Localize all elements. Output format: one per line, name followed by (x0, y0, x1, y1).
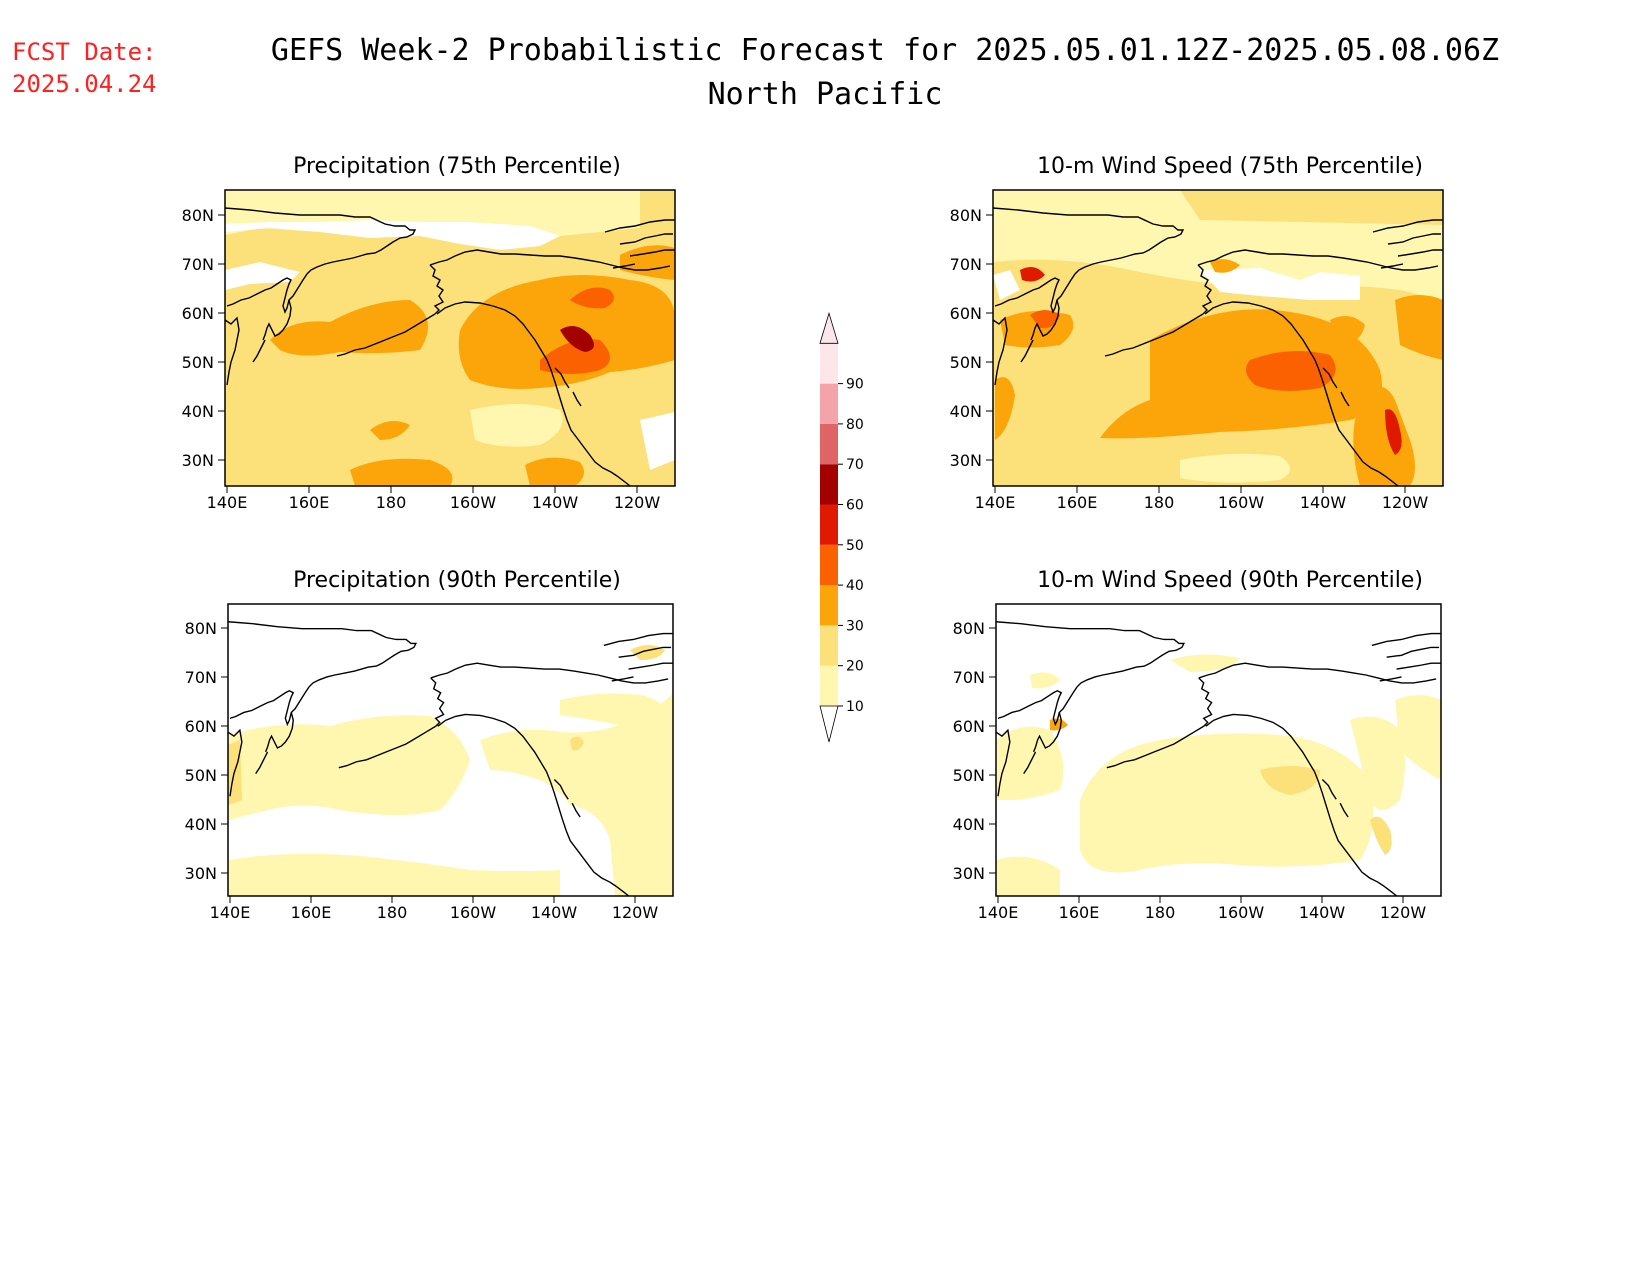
lon-label: 180 (1145, 903, 1176, 922)
colorbar-swatch (820, 585, 838, 626)
lat-axis: 80N 70N 60N 50N 40N 30N (953, 619, 996, 883)
lon-label: 140E (978, 903, 1019, 922)
lon-label: 160W (1218, 903, 1265, 922)
colorbar-bottom-arrow (819, 705, 839, 743)
lat-label: 50N (182, 353, 214, 372)
lon-label: 140W (1300, 493, 1347, 512)
lat-label: 70N (185, 668, 217, 687)
colorbar-label: 50 (846, 538, 864, 554)
lat-label: 50N (185, 766, 217, 785)
colorbar-label: 80 (846, 417, 864, 433)
map-frame (227, 603, 674, 897)
colorbar-label: 90 (846, 377, 864, 393)
wind-90-field (996, 604, 1441, 896)
lat-label: 50N (950, 353, 982, 372)
precip-75-field (225, 190, 675, 486)
panel-title-precip-75: Precipitation (75th Percentile) (293, 154, 621, 179)
panel-precip-75: Precipitation (75th Percentile) 80N 70N … (182, 154, 676, 512)
colorbar-label: 40 (846, 578, 864, 594)
lat-label: 30N (185, 864, 217, 883)
lon-label: 140E (975, 493, 1016, 512)
lon-label: 120W (614, 493, 661, 512)
lon-label: 140W (1299, 903, 1346, 922)
lat-label: 60N (950, 304, 982, 323)
colorbar-swatch (820, 625, 838, 666)
lat-label: 60N (182, 304, 214, 323)
lat-label: 60N (185, 717, 217, 736)
lon-label: 160W (450, 903, 497, 922)
colorbar-swatch (820, 343, 838, 384)
lon-label: 120W (1380, 903, 1427, 922)
lat-label: 50N (953, 766, 985, 785)
lat-label: 30N (953, 864, 985, 883)
colorbar-swatch (820, 423, 838, 465)
colorbar-swatch (820, 544, 838, 586)
lat-label: 40N (950, 402, 982, 421)
colorbar-swatch (820, 383, 838, 424)
lat-axis: 80N 70N 60N 50N 40N 30N (182, 206, 225, 470)
lat-label: 70N (182, 255, 214, 274)
lon-label: 180 (1144, 493, 1175, 512)
colorbar-label: 30 (846, 618, 864, 634)
figure-title: GEFS Week-2 Probabilistic Forecast for 2… (271, 33, 1499, 68)
lat-label: 80N (950, 206, 982, 225)
figure-subtitle: North Pacific (708, 77, 943, 112)
lon-label: 140E (210, 903, 251, 922)
colorbar-swatch (820, 665, 838, 706)
fcst-date-value: 2025.04.24 (12, 70, 157, 98)
panel-wind-75: 10-m Wind Speed (75th Percentile) 80N 70… (950, 154, 1444, 512)
lon-axis: 140E 160E 180 160W 140W 120W (975, 486, 1429, 512)
panel-title-wind-75: 10-m Wind Speed (75th Percentile) (1037, 154, 1423, 179)
panel-wind-90: 10-m Wind Speed (90th Percentile) 80N 70… (953, 568, 1442, 922)
colorbar-label: 10 (846, 699, 864, 715)
lon-axis: 140E 160E 180 160W 140W 120W (207, 486, 661, 512)
panel-precip-90: Precipitation (90th Percentile) 80N 70N … (185, 568, 674, 922)
lon-label: 180 (377, 903, 408, 922)
panel-title-precip-90: Precipitation (90th Percentile) (293, 568, 621, 593)
lat-label: 80N (182, 206, 214, 225)
colorbar-swatch (820, 464, 838, 505)
map-frame (224, 189, 676, 487)
colorbar-label: 20 (846, 659, 864, 675)
lon-label: 160E (1059, 903, 1100, 922)
map-frame (995, 603, 1442, 897)
lon-label: 140E (207, 493, 248, 512)
lat-label: 40N (953, 815, 985, 834)
colorbar-label: 60 (846, 498, 864, 514)
lon-axis: 140E 160E 180 160W 140W 120W (210, 896, 659, 922)
lon-label: 180 (376, 493, 407, 512)
colorbar-label: 70 (846, 457, 864, 473)
lon-label: 140W (532, 493, 579, 512)
colorbar-swatch (820, 504, 838, 545)
panel-title-wind-90: 10-m Wind Speed (90th Percentile) (1037, 568, 1423, 593)
lat-label: 40N (182, 402, 214, 421)
lat-label: 30N (182, 451, 214, 470)
lat-label: 40N (185, 815, 217, 834)
lon-label: 120W (612, 903, 659, 922)
lon-label: 160E (289, 493, 330, 512)
lon-label: 160W (1218, 493, 1265, 512)
lat-label: 80N (185, 619, 217, 638)
lon-label: 140W (531, 903, 578, 922)
lon-axis: 140E 160E 180 160W 140W 120W (978, 896, 1427, 922)
map-frame (992, 189, 1444, 487)
precip-90-field (228, 604, 673, 896)
lon-label: 160W (450, 493, 497, 512)
wind-75-field (993, 190, 1443, 486)
colorbar: 10 20 30 40 50 60 70 80 90 (819, 311, 864, 743)
lat-label: 70N (953, 668, 985, 687)
colorbar-top-arrow (819, 311, 839, 344)
lat-label: 60N (953, 717, 985, 736)
lon-label: 160E (1057, 493, 1098, 512)
lat-axis: 80N 70N 60N 50N 40N 30N (185, 619, 228, 883)
lon-label: 120W (1382, 493, 1429, 512)
lon-label: 160E (291, 903, 332, 922)
fcst-date-label: FCST Date: (12, 38, 157, 66)
lat-label: 30N (950, 451, 982, 470)
lat-axis: 80N 70N 60N 50N 40N 30N (950, 206, 993, 470)
lat-label: 70N (950, 255, 982, 274)
lat-label: 80N (953, 619, 985, 638)
